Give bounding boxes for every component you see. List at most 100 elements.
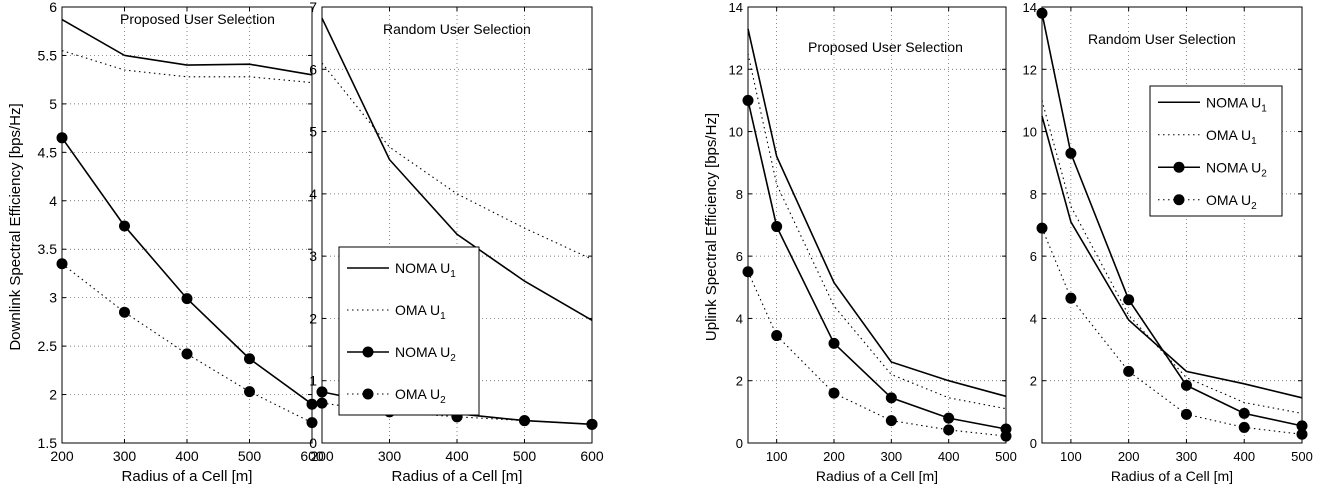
y-tick-label: 0	[736, 436, 743, 451]
data-point	[1123, 294, 1135, 306]
data-point	[1238, 421, 1250, 433]
y-tick-label: 4	[49, 193, 57, 209]
data-point	[1238, 407, 1250, 419]
data-point	[244, 353, 255, 365]
y-tick-label: 6	[309, 61, 317, 77]
legend-swatch-marker	[362, 388, 374, 400]
y-tick-label: 10	[1023, 125, 1037, 140]
x-tick-label: 500	[1291, 449, 1313, 464]
data-point	[119, 220, 130, 232]
legend-swatch-marker	[362, 346, 374, 358]
y-tick-label: 6	[736, 249, 743, 264]
legend-label: OMA U2	[1206, 192, 1257, 212]
y-tick-label: 4	[1030, 311, 1037, 326]
legend-label: NOMA U1	[1206, 94, 1267, 114]
y-tick-label: 0	[309, 435, 317, 451]
y-tick-label: 1.5	[38, 435, 58, 451]
series-line-1	[321, 17, 593, 321]
chart-title: Proposed User Selection	[120, 11, 275, 27]
plot-frame	[321, 6, 593, 444]
legend-box	[338, 246, 480, 416]
data-point	[943, 412, 955, 424]
series-line-2	[747, 53, 1007, 410]
x-tick-label: 400	[938, 449, 960, 464]
y-tick-label: 3	[49, 290, 57, 306]
y-tick-label: 5	[309, 124, 317, 140]
legend-swatch-marker	[1173, 161, 1185, 173]
y-tick-label: 7	[309, 0, 317, 15]
x-tick-label: 500	[995, 449, 1017, 464]
data-point	[1065, 292, 1077, 304]
data-point	[181, 293, 193, 305]
x-tick-label: 200	[1118, 449, 1140, 464]
legend-label: NOMA U1	[395, 260, 456, 280]
x-tick-label: 600	[300, 448, 324, 464]
data-point	[771, 221, 783, 233]
x-tick-label: 400	[175, 448, 199, 464]
series-line-4	[1041, 227, 1303, 435]
chart-panel-2: 0 1 2 3 4 5 6 7 200 300 400 500 600 Random User Selec…	[309, 0, 604, 485]
x-tick-label: 300	[378, 448, 402, 464]
uplink-y-axis-label: Uplink Spectral Efficiency [bps/Hz]	[703, 113, 720, 341]
data-point	[828, 337, 840, 349]
plot-frame	[1041, 6, 1303, 444]
data-point	[181, 348, 193, 360]
y-tick-label: 2	[49, 387, 57, 403]
y-tick-label: 14	[729, 0, 743, 15]
x-tick-label: 100	[766, 449, 788, 464]
y-tick-label: 10	[729, 125, 743, 140]
y-tick-label: 8	[736, 187, 743, 202]
y-tick-label: 2	[736, 374, 743, 389]
y-tick-label: 12	[1023, 62, 1037, 77]
x-tick-label: 400	[1233, 449, 1255, 464]
chart-panel-3: 0 2 4 6 8 10 12 14 100 200 300 400 500 Proposed User …	[729, 0, 1017, 484]
x-tick-label: 300	[113, 448, 137, 464]
legend-label: OMA U1	[1206, 127, 1257, 147]
data-point	[1065, 147, 1077, 159]
y-tick-label: 8	[1030, 187, 1037, 202]
legend-label: OMA U1	[395, 302, 446, 322]
series-line-4	[61, 263, 313, 424]
legend-label: OMA U2	[395, 386, 446, 406]
x-tick-label: 500	[238, 448, 262, 464]
x-axis-label: Radius of a Cell [m]	[392, 468, 523, 485]
series-line-2	[1041, 100, 1303, 414]
series-line-4	[747, 271, 1007, 437]
legend-swatch-marker	[1173, 194, 1185, 206]
legend-label: NOMA U2	[1206, 159, 1267, 179]
x-tick-label: 300	[1176, 449, 1198, 464]
data-point	[119, 306, 130, 318]
data-point	[885, 415, 897, 427]
y-tick-label: 1	[309, 373, 317, 389]
y-tick-label: 2	[309, 310, 317, 326]
y-tick-label: 5	[49, 96, 57, 112]
y-tick-label: 6	[49, 0, 57, 15]
series-line-2	[321, 62, 593, 260]
series-line-3	[747, 100, 1007, 430]
legend-box	[1149, 85, 1283, 217]
y-tick-label: 4.5	[38, 144, 58, 160]
data-point	[1123, 365, 1135, 377]
series-line-1	[747, 28, 1007, 398]
series-line-3	[1041, 13, 1303, 427]
y-tick-label: 2	[1030, 374, 1037, 389]
y-tick-label: 12	[729, 62, 743, 77]
data-point	[519, 415, 530, 427]
y-tick-label: 4	[309, 186, 317, 202]
y-tick-label: 5.5	[38, 47, 58, 63]
data-point	[828, 387, 840, 399]
downlink-y-axis-label: Downlink Spectral Efficiency [bps/Hz]	[7, 103, 24, 350]
chart-panel-4: 0 2 4 6 8 10 12 14 100 200 300 400 500 Random User Se…	[1023, 0, 1313, 484]
x-tick-label: 200	[823, 449, 845, 464]
plot-frame	[747, 6, 1007, 444]
legend-label: NOMA U2	[395, 344, 456, 364]
y-tick-label: 4	[736, 311, 743, 326]
legend: NOMA U1 OMA U1 NOMA U2 OMA U2	[338, 246, 480, 416]
legend: NOMA U1 OMA U1 NOMA U2 OMA U2	[1149, 85, 1283, 217]
chart-title: Proposed User Selection	[808, 39, 963, 55]
y-tick-label: 3	[309, 248, 317, 264]
x-tick-label: 200	[310, 448, 334, 464]
data-point	[1180, 408, 1192, 420]
chart-title: Random User Selection	[383, 21, 531, 37]
y-tick-label: 6	[1030, 249, 1037, 264]
